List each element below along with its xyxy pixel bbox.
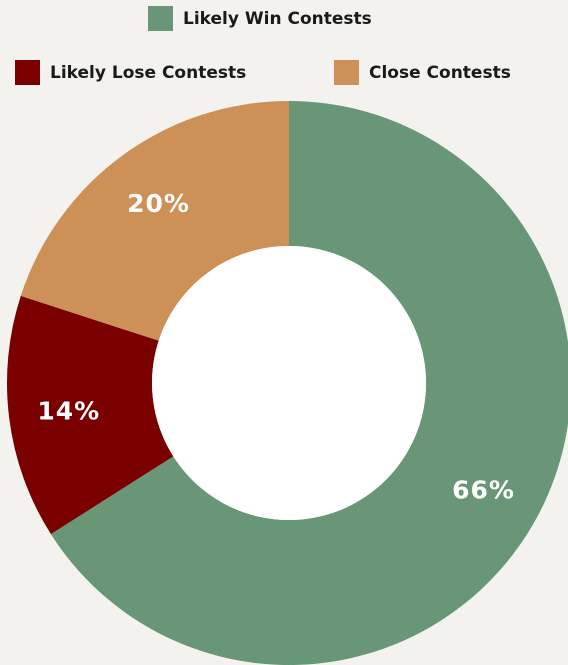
legend-swatch-likely-win [148, 6, 173, 31]
slice-likely-win [50, 101, 568, 665]
legend-label-likely-win: Likely Win Contests [183, 8, 372, 29]
slice-label-close: 20% [127, 189, 190, 218]
slice-likely-lose [6, 295, 174, 535]
slice-close [20, 101, 289, 341]
legend-item-likely-win: Likely Win Contests [148, 6, 372, 31]
legend-swatch-likely-lose [15, 60, 40, 85]
donut-hole [152, 246, 426, 520]
legend-label-close: Close Contests [369, 62, 511, 83]
slice-label-likely-lose: 14% [37, 396, 100, 425]
legend-item-likely-lose: Likely Lose Contests [15, 60, 246, 85]
legend-swatch-close [334, 60, 359, 85]
slice-label-likely-win: 66% [452, 475, 515, 504]
legend-item-close: Close Contests [334, 60, 511, 85]
legend-label-likely-lose: Likely Lose Contests [50, 62, 247, 83]
